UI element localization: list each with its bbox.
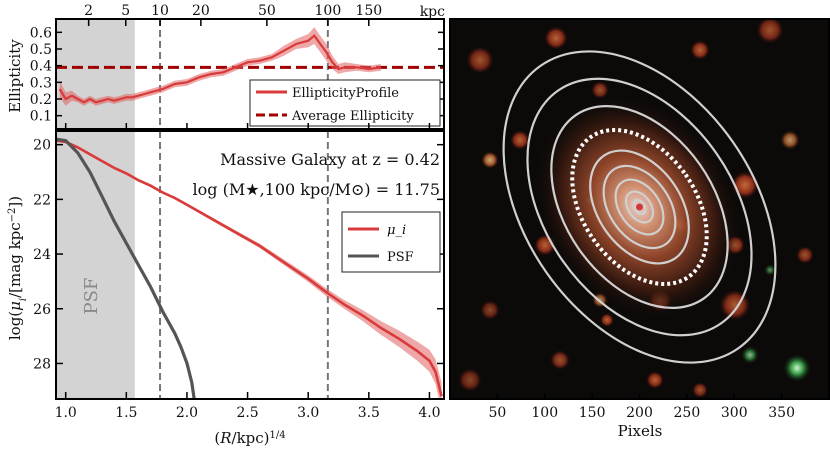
image-x-tick-label: 200 bbox=[626, 405, 653, 421]
profile-x-tick-label: 1.0 bbox=[55, 405, 77, 421]
legend-average-label: Average Ellipticity bbox=[291, 109, 414, 124]
profile-y-tick-label: 24 bbox=[33, 247, 51, 263]
profile-x-tick-label: 2.0 bbox=[176, 405, 198, 421]
image-x-tick-label: 150 bbox=[579, 405, 606, 421]
profile-x-tick-label: 2.5 bbox=[236, 405, 258, 421]
profile-x-tick-label: 3.5 bbox=[358, 405, 380, 421]
background-source bbox=[591, 81, 609, 99]
ellipticity-legend-box bbox=[249, 79, 441, 127]
image-x-tick-label: 250 bbox=[674, 405, 701, 421]
image-panel-frame bbox=[449, 18, 830, 400]
kpc-tick-label: 10 bbox=[151, 3, 169, 19]
profile-x-label: (R/kpc)1/4 bbox=[214, 429, 285, 447]
ellipticity-y-tick-label: 0.2 bbox=[30, 92, 52, 108]
image-x-tick-label: 350 bbox=[768, 405, 795, 421]
profile-panel: PSF 20 22 24 26 28 1.0 1.5 2.0 2.5 3.0 3.5 4.0 (R/… bbox=[6, 123, 445, 447]
mu-profile-line bbox=[56, 139, 443, 397]
background-source bbox=[544, 26, 568, 50]
legend-mu-label: μ_i bbox=[387, 223, 406, 238]
kpc-tick-label: 20 bbox=[192, 3, 210, 19]
background-source bbox=[756, 19, 784, 44]
isophote bbox=[502, 50, 777, 364]
profile-x-tick-label: 4.0 bbox=[418, 405, 440, 421]
isophote bbox=[602, 164, 677, 250]
ellipticity-panel-frame bbox=[55, 18, 445, 130]
image-x-tick-label: 50 bbox=[488, 405, 506, 421]
kpc-tick-label: 50 bbox=[258, 3, 276, 19]
ellipticity-y-tick-label: 0.4 bbox=[30, 59, 52, 75]
image-x-ticks: 50 100 150 200 250 300 350 bbox=[488, 393, 795, 421]
kpc-tick-label: 150 bbox=[355, 3, 382, 19]
ellipticity-error-band bbox=[59, 27, 381, 106]
ellipticity-y-label: Ellipticity bbox=[6, 39, 24, 113]
bright-green-star bbox=[783, 354, 811, 382]
legend-psf-label: PSF bbox=[387, 250, 414, 265]
ellipticity-y-ticks: 0.10.20.30.40.50.6 bbox=[30, 25, 444, 125]
profile-legend-box bbox=[341, 211, 441, 273]
image-x-tick-label: 300 bbox=[721, 405, 748, 421]
background-source bbox=[466, 46, 494, 74]
ellipticity-y-tick-label: 0.6 bbox=[30, 25, 52, 41]
isophote bbox=[526, 77, 753, 337]
kpc-tick-label: 2 bbox=[84, 3, 93, 19]
profile-y-ticks: 20 22 24 26 28 bbox=[33, 138, 444, 372]
background-source bbox=[780, 130, 800, 150]
galaxy-image-panel: 50 100 150 200 250 300 350 Pixels bbox=[449, 18, 830, 440]
background-source bbox=[550, 350, 570, 370]
background-source bbox=[796, 246, 814, 264]
ellipticity-panel: 0.10.20.30.40.50.6 2 5 10 20 50 100 150 kpc El… bbox=[6, 3, 445, 130]
isophote bbox=[589, 149, 690, 265]
psf-region-top bbox=[56, 19, 135, 129]
legend-ellipticity-label: EllipticityProfile bbox=[292, 86, 399, 101]
psf-profile-line bbox=[56, 137, 196, 399]
background-source bbox=[646, 371, 664, 389]
top-kpc-axis: 2 5 10 20 50 100 150 bbox=[84, 3, 382, 26]
background-source bbox=[600, 313, 614, 327]
ellipticity-y-tick-label: 0.3 bbox=[30, 75, 52, 91]
galaxy-annotation-line1: Massive Galaxy at z = 0.42 bbox=[220, 150, 440, 169]
isophote bbox=[550, 105, 729, 309]
galaxy-annotation-line2: log (M★,100 kpc/M⊙) = 11.75 bbox=[193, 180, 440, 199]
profile-x-tick-label: 1.5 bbox=[115, 405, 137, 421]
image-x-label: Pixels bbox=[618, 422, 663, 440]
galaxy-center-marker bbox=[636, 203, 643, 211]
isophote-ellipses bbox=[502, 50, 777, 364]
isophote-dotted bbox=[570, 128, 709, 286]
profile-y-tick-label: 28 bbox=[33, 356, 51, 372]
ellipticity-legend: EllipticityProfile Average Ellipticity bbox=[249, 79, 441, 127]
ellipticity-y-tick-label: 0.1 bbox=[30, 109, 52, 125]
background-source bbox=[458, 368, 482, 392]
profile-legend: μ_i PSF bbox=[341, 211, 441, 273]
background-source bbox=[690, 40, 710, 60]
background-source bbox=[764, 264, 776, 276]
background-source bbox=[481, 151, 499, 169]
psf-region-label: PSF bbox=[81, 278, 102, 315]
isophote bbox=[614, 178, 665, 236]
background-source bbox=[719, 289, 751, 321]
profile-y-label: log(μi/[mag kpc−2]) bbox=[6, 196, 29, 340]
isophote bbox=[632, 199, 647, 215]
profile-panel-frame bbox=[55, 130, 445, 400]
kpc-unit-label: kpc bbox=[420, 4, 445, 20]
profile-y-tick-label: 26 bbox=[33, 302, 51, 318]
image-x-tick-label: 100 bbox=[531, 405, 558, 421]
background-source bbox=[480, 300, 500, 320]
profile-x-ticks: 1.0 1.5 2.0 2.5 3.0 3.5 4.0 bbox=[55, 123, 441, 421]
background-source bbox=[692, 382, 708, 398]
kpc-tick-label: 100 bbox=[315, 3, 342, 19]
profile-y-tick-label: 20 bbox=[33, 138, 51, 154]
ellipticity-profile-line bbox=[58, 34, 382, 104]
profile-y-tick-label: 22 bbox=[33, 192, 51, 208]
background-source bbox=[510, 130, 530, 150]
ellipticity-y-tick-label: 0.5 bbox=[30, 42, 52, 58]
kpc-tick-label: 5 bbox=[121, 3, 130, 19]
isophote bbox=[624, 190, 655, 224]
psf-region-bottom bbox=[56, 131, 135, 399]
profile-x-tick-label: 3.0 bbox=[297, 405, 319, 421]
background-source bbox=[741, 346, 759, 364]
